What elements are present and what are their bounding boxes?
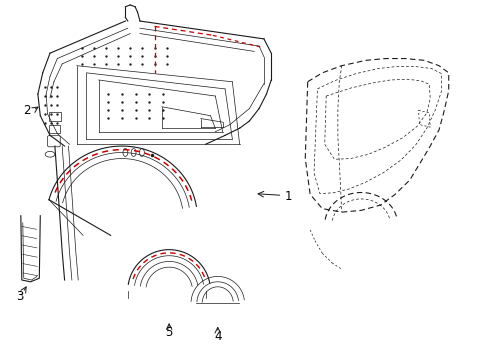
Text: 4: 4 bbox=[214, 330, 221, 343]
Text: 2: 2 bbox=[23, 104, 30, 117]
Text: 3: 3 bbox=[16, 289, 23, 303]
Text: 5: 5 bbox=[165, 327, 172, 339]
Text: 1: 1 bbox=[284, 190, 291, 203]
